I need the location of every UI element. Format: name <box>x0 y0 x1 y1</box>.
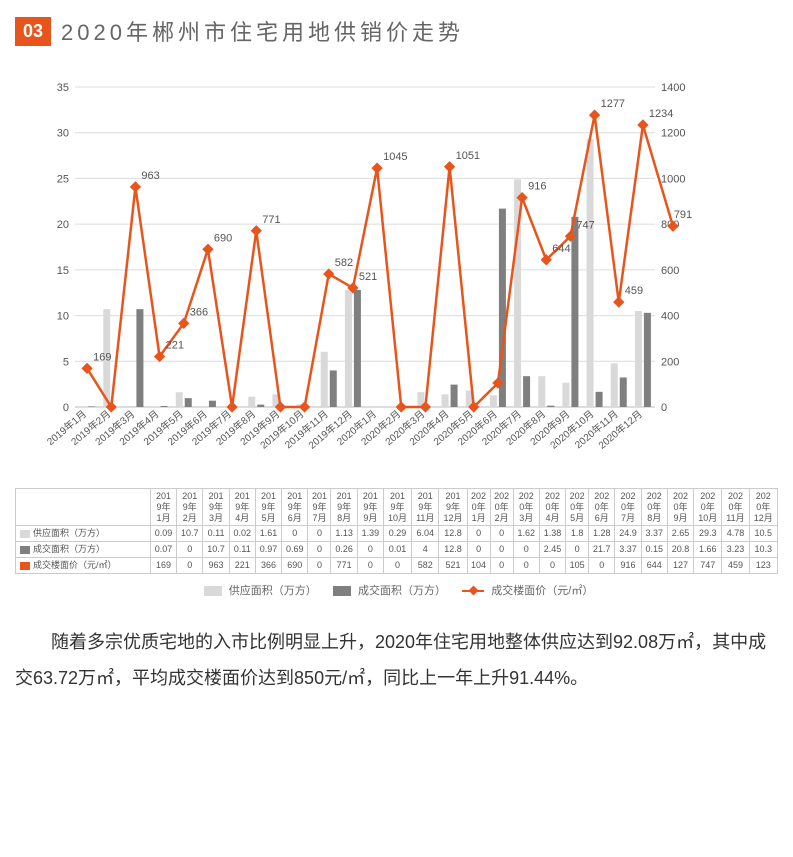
section-badge: 03 <box>15 17 51 46</box>
svg-text:10: 10 <box>57 311 69 323</box>
svg-text:5: 5 <box>63 356 69 368</box>
chart-container: 0510152025303502004006008001000120014007… <box>15 77 778 482</box>
legend-swatch-supply <box>204 586 222 596</box>
svg-text:366: 366 <box>190 306 208 318</box>
svg-text:20: 20 <box>57 219 69 231</box>
svg-text:1234: 1234 <box>649 108 673 120</box>
svg-text:1000: 1000 <box>661 173 685 185</box>
svg-text:963: 963 <box>141 170 159 182</box>
svg-text:221: 221 <box>166 339 184 351</box>
svg-text:771: 771 <box>262 214 280 226</box>
svg-text:600: 600 <box>661 265 679 277</box>
svg-text:400: 400 <box>661 311 679 323</box>
svg-text:169: 169 <box>93 351 111 363</box>
svg-text:1051: 1051 <box>456 150 480 162</box>
data-table: 2019年1月2019年2月2019年3月2019年4月2019年5月2019年… <box>15 488 778 574</box>
svg-text:1400: 1400 <box>661 82 685 94</box>
legend-label-supply: 供应面积（万方） <box>229 585 317 597</box>
svg-text:1277: 1277 <box>601 98 625 110</box>
svg-text:200: 200 <box>661 356 679 368</box>
svg-text:690: 690 <box>214 232 232 244</box>
svg-text:1200: 1200 <box>661 128 685 140</box>
svg-text:25: 25 <box>57 173 69 185</box>
legend: 供应面积（万方） 成交面积（万方） 成交楼面价（元/㎡） <box>15 582 778 598</box>
summary-paragraph: 随着多宗优质宅地的入市比例明显上升，2020年住宅用地整体供应达到92.08万㎡… <box>15 624 778 696</box>
svg-text:0: 0 <box>63 402 69 414</box>
svg-text:15: 15 <box>57 265 69 277</box>
svg-text:791: 791 <box>674 209 692 221</box>
legend-swatch-price <box>462 586 484 596</box>
svg-text:30: 30 <box>57 128 69 140</box>
svg-text:916: 916 <box>528 181 546 193</box>
svg-text:521: 521 <box>359 271 377 283</box>
svg-text:644: 644 <box>552 243 570 255</box>
svg-text:1045: 1045 <box>383 151 407 163</box>
legend-swatch-deal <box>333 586 351 596</box>
svg-text:0: 0 <box>661 402 667 414</box>
svg-text:459: 459 <box>625 285 643 297</box>
svg-text:747: 747 <box>576 219 594 231</box>
legend-label-price: 成交楼面价（元/㎡） <box>491 585 593 597</box>
svg-text:582: 582 <box>335 257 353 269</box>
legend-label-deal: 成交面积（万方） <box>358 585 446 597</box>
header: 03 2020年郴州市住宅用地供销价走势 <box>15 15 778 47</box>
svg-text:35: 35 <box>57 82 69 94</box>
combo-chart: 0510152025303502004006008001000120014007… <box>15 77 755 477</box>
page-title: 2020年郴州市住宅用地供销价走势 <box>61 15 464 47</box>
